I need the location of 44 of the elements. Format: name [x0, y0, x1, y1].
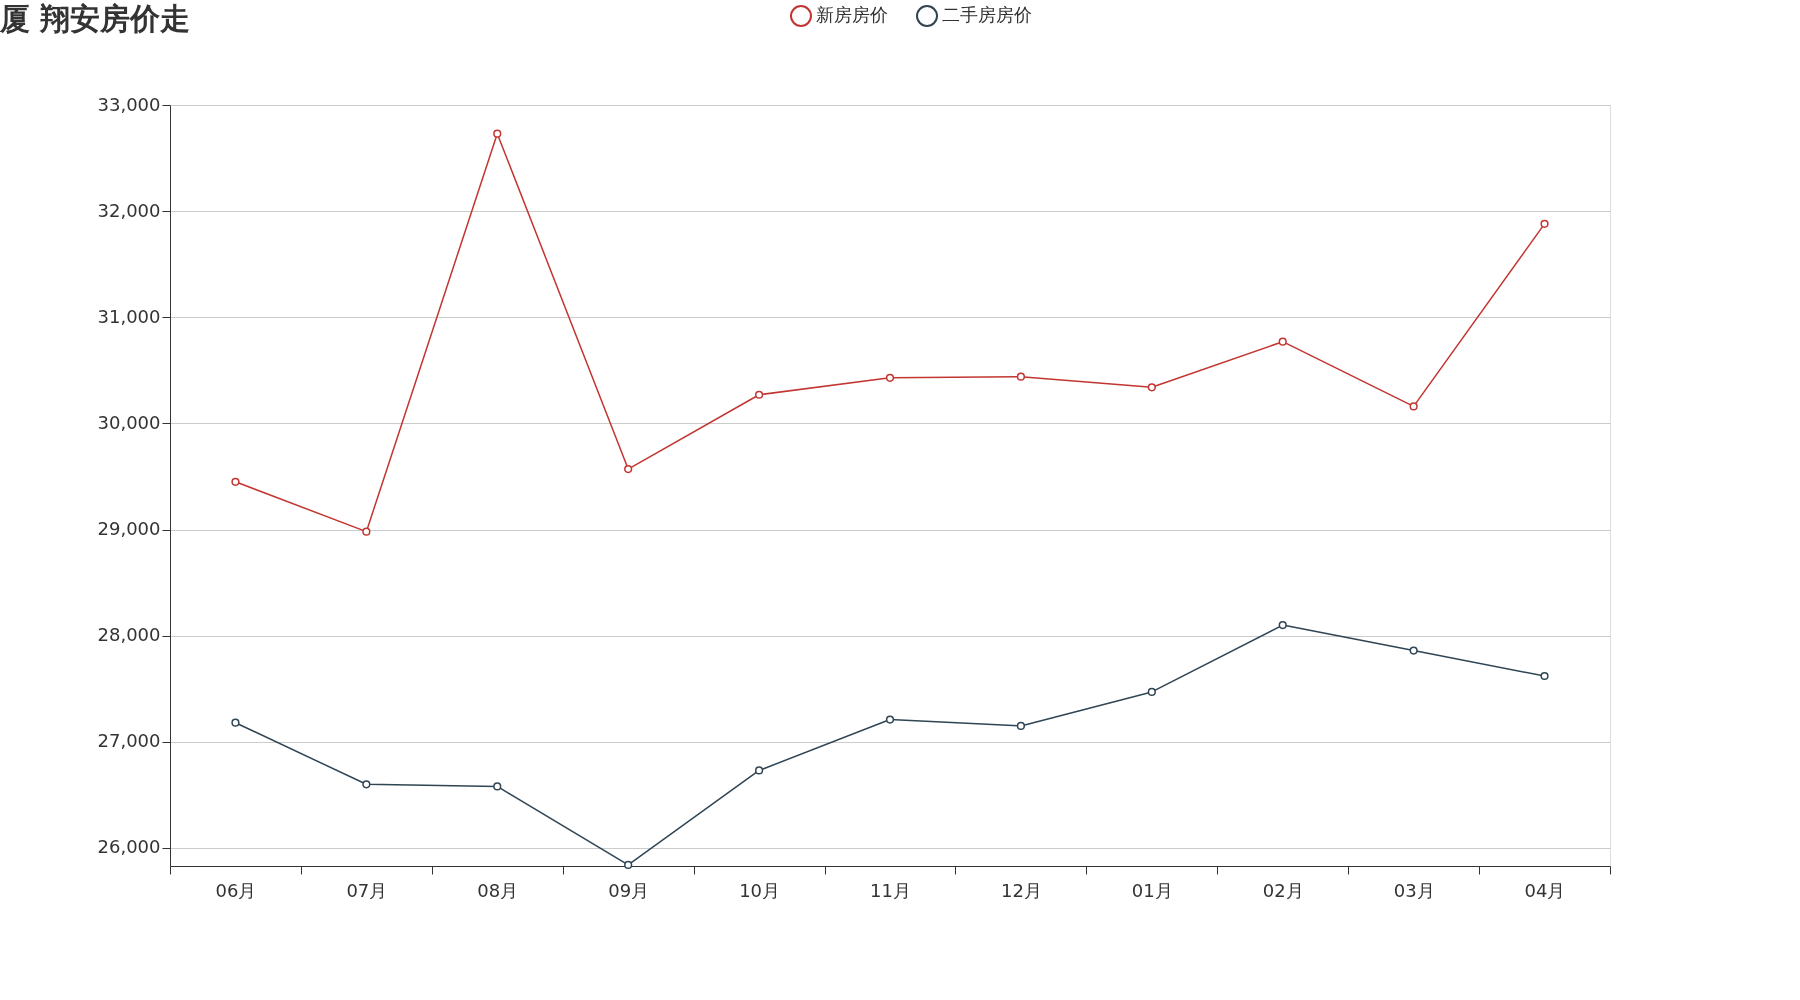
x-tick-label: 02月 [1262, 879, 1304, 901]
x-tick-label: 12月 [1000, 879, 1042, 901]
x-tick-label: 09月 [608, 879, 650, 901]
point [1540, 219, 1549, 228]
point [231, 718, 240, 727]
y-tick-label: 28,000 [97, 624, 161, 646]
y-tick-label: 32,000 [97, 199, 161, 221]
y-tick-label: 26,000 [97, 836, 161, 858]
y-tick-label: 27,000 [97, 730, 161, 752]
point [362, 780, 371, 789]
legend-label: 新房房价 [816, 4, 888, 25]
point [1278, 620, 1287, 630]
x-tick-label: 01月 [1131, 879, 1173, 901]
y-tick-label: 30,000 [97, 411, 161, 433]
point [885, 373, 895, 382]
point [624, 860, 633, 870]
point [1147, 687, 1156, 697]
x-tick-label: 04月 [1524, 879, 1566, 901]
legend-label: 二手房房价 [942, 4, 1032, 25]
x-tick-label: 10月 [739, 879, 781, 901]
x-tick-label: 06月 [215, 879, 257, 901]
x-tick-label: 11月 [870, 879, 911, 901]
y-tick-label: 31,000 [97, 305, 161, 327]
point [885, 715, 895, 724]
y-tick-label: 33,000 [97, 93, 161, 115]
point [362, 527, 371, 536]
x-tick-label: 07月 [346, 879, 388, 901]
x-tick-label: 03月 [1393, 879, 1435, 901]
chart-title: 厦 翔安房价走 [0, 1, 191, 36]
point [493, 782, 502, 791]
x-tick-label: 08月 [477, 879, 519, 901]
point [754, 766, 764, 775]
point [624, 464, 633, 474]
point [1409, 646, 1418, 655]
point [1016, 372, 1026, 381]
point [1409, 402, 1418, 411]
point [754, 390, 764, 399]
point [231, 477, 240, 486]
y-tick-label: 29,000 [97, 518, 161, 540]
point [1540, 671, 1549, 681]
point [1016, 721, 1026, 730]
point [1278, 337, 1287, 346]
point [493, 129, 502, 138]
point [1147, 383, 1156, 392]
